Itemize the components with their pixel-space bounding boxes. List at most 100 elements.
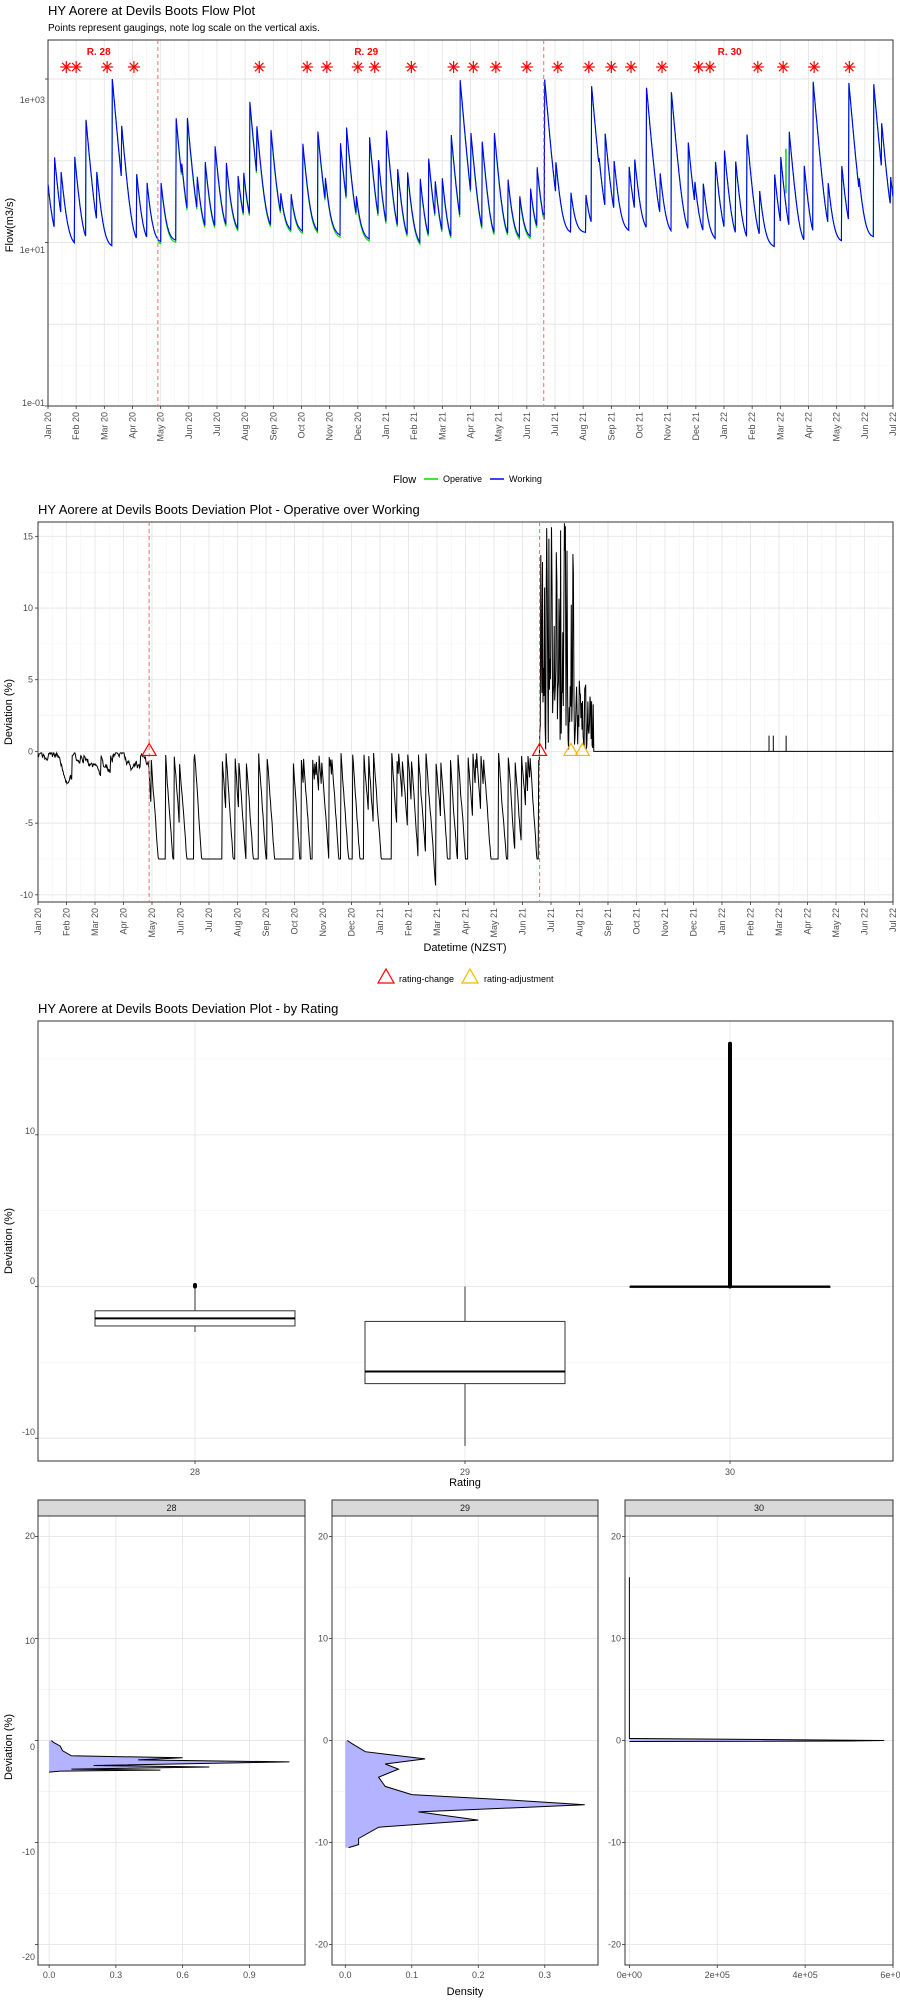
deviation-x-tick-label: Sep 21: [603, 908, 613, 937]
gauging-stroke: [778, 62, 788, 72]
density-y-tick-label: -10: [22, 1847, 35, 1857]
deviation-legend: rating-change rating-adjustment: [376, 967, 554, 984]
deviation-x-tick-label: Mar 20: [90, 908, 100, 936]
gauging-stroke: [61, 62, 71, 72]
deviation-y-tick-label: 5: [28, 675, 33, 685]
flow-x-tick-label: Apr 22: [804, 412, 814, 439]
density-y-tick-label: -10: [608, 1838, 621, 1848]
flow-x-tick-label: May 21: [494, 412, 504, 442]
density-x-tick-label: 0.0: [43, 1970, 56, 1980]
deviation-x-tick-label: Jan 22: [717, 908, 727, 935]
gauging-point: [405, 61, 418, 73]
flow-x-tick-label: Feb 20: [71, 412, 81, 440]
gauging-point: [447, 61, 460, 73]
rating-adjustment-legend-label: rating-adjustment: [484, 974, 554, 984]
box-x-tick-label: 29: [460, 1467, 470, 1477]
flow-x-tick-label: Jun 22: [860, 412, 870, 439]
box-outlier: [193, 1283, 197, 1287]
density-y-tick-label: -20: [608, 1940, 621, 1950]
gauging-points: [60, 61, 856, 73]
density-y-tick-label: 20: [25, 1531, 35, 1541]
density-curve: [49, 1740, 290, 1773]
gauging-point: [301, 61, 314, 73]
box-panel-frame: [37, 1020, 894, 1462]
flow-x-tick-label: Dec 20: [353, 412, 363, 441]
deviation-x-axis-title: Datetime (NZST): [423, 942, 506, 954]
deviation-y-tick-label: -5: [25, 818, 33, 828]
flow-x-tick-label: Jul 22: [888, 412, 898, 436]
deviation-x-tick-label: Jul 21: [546, 908, 556, 932]
flow-x-tick-label: Mar 20: [99, 412, 109, 440]
flow-plot-title: HY Aorere at Devils Boots Flow Plot: [48, 3, 256, 18]
rating-period-label: R. 29: [354, 47, 378, 58]
flow-x-tick-label: Jan 22: [719, 412, 729, 439]
flow-legend: Flow Operative Working: [393, 474, 542, 486]
gauging-point: [656, 61, 669, 73]
gauging-point: [692, 61, 705, 73]
deviation-x-tick-label: Oct 20: [290, 908, 300, 935]
flow-x-tick-label: Dec 21: [691, 412, 701, 441]
density-y-tick-label: 0: [616, 1736, 621, 1746]
gauging-stroke: [102, 62, 112, 72]
density-area: [49, 1740, 290, 1773]
gauging-stroke: [370, 62, 380, 72]
deviation-x-tick-label: Oct 21: [632, 908, 642, 935]
density-y-tick-label: -20: [315, 1940, 328, 1950]
flow-x-tick-label: Oct 20: [297, 412, 307, 439]
deviation-x-tick-label: Jun 20: [176, 908, 186, 935]
flow-x-tick-label: May 20: [156, 412, 166, 442]
gauging-point: [703, 61, 716, 73]
box-series: [94, 1041, 831, 1446]
gauging-stroke: [626, 62, 636, 72]
deviation-y-tick-label: 10: [23, 603, 33, 613]
gauging-point: [605, 61, 618, 73]
deviation-y-tick-label: -10: [20, 890, 33, 900]
flow-x-tick-label: Mar 21: [437, 412, 447, 440]
deviation-x-tick-label: Jun 22: [860, 908, 870, 935]
gauging-point: [551, 61, 564, 73]
gauging-stroke: [522, 62, 532, 72]
gauging-point: [582, 61, 595, 73]
flow-x-tick-label: Aug 20: [240, 412, 250, 441]
density-area: [345, 1740, 585, 1848]
gauging-stroke: [129, 62, 139, 72]
deviation-x-tick-label: Jan 21: [375, 908, 385, 935]
density-y-tick-label: 20: [318, 1531, 328, 1541]
box-y-tick-label: -10: [22, 1427, 35, 1437]
box-rating-29: [364, 1286, 566, 1446]
density-facet-30: 30 0e+00 2e+05 4e+05 6e+05: [617, 1499, 900, 1980]
rating-period-label: R. 28: [87, 47, 111, 58]
rating-adjustment-marker: [574, 742, 591, 757]
deviation-x-tick-label: Jan 20: [33, 908, 43, 935]
deviation-y-axis: -10 -5 0 5 10 15: [20, 531, 38, 900]
box-y-tick-label: 0: [30, 1276, 35, 1286]
gauging-stroke: [694, 62, 704, 72]
deviation-x-tick-label: May 22: [831, 908, 841, 938]
box-x-tick-label: 28: [190, 1467, 200, 1477]
gauging-stroke: [657, 62, 667, 72]
density-x-axis-title: Density: [447, 1986, 484, 1998]
flow-x-tick-label: Nov 20: [325, 412, 335, 441]
gauging-point: [320, 61, 333, 73]
gauging-stroke: [302, 62, 312, 72]
gauging-point: [253, 61, 266, 73]
density-area: [629, 1577, 885, 1742]
rating-change-marker: [141, 742, 158, 757]
density-plot: 28 0.0 0.3 0.6 0.9 29 0.0 0.1 0.2 0.3 30 0e+00 2e+05…: [3, 1499, 900, 1998]
density-x-tick-label: 0.3: [110, 1970, 123, 1980]
deviation-y-tick-label: 15: [23, 531, 33, 541]
density-y-tick-label: 0: [323, 1736, 328, 1746]
gauging-point: [777, 61, 790, 73]
box-x-axis: 28 29 30: [190, 1461, 735, 1477]
rating-markers: [141, 742, 591, 757]
box-rating-30: [629, 1041, 831, 1289]
box-x-axis-title: Rating: [449, 1477, 481, 1489]
deviation-x-tick-label: Aug 20: [233, 908, 243, 937]
flow-x-tick-label: Jun 21: [522, 412, 532, 439]
gauging-point: [808, 61, 821, 73]
operative-legend-label: Operative: [443, 474, 482, 484]
density-y-tick-label: 10: [25, 1636, 35, 1646]
deviation-x-tick-label: Mar 22: [774, 908, 784, 936]
flow-y-tick-label: 1e-01: [22, 398, 45, 408]
rating-period-labels: R. 28 R. 29 R. 30: [87, 47, 742, 58]
